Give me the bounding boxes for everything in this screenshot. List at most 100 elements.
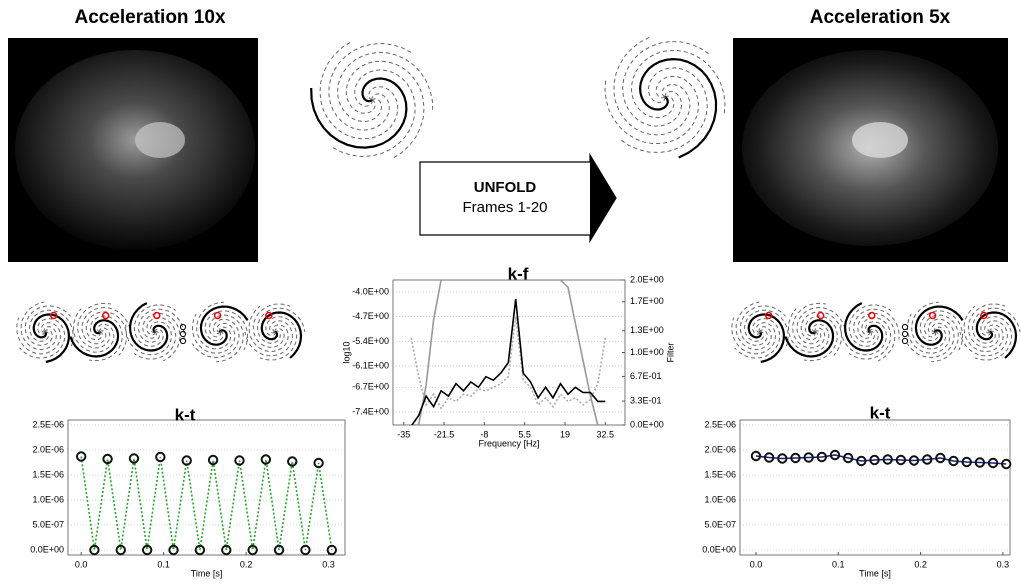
- sample-marker: [868, 311, 876, 320]
- sample-marker: [49, 311, 58, 320]
- data-point: [89, 544, 100, 556]
- y-tick-label: 1.0E-06: [32, 494, 64, 504]
- x-tick-label: 0.0: [750, 559, 763, 569]
- data-point: [287, 456, 298, 467]
- y-tick-label: -5.4E+00: [352, 336, 389, 346]
- y-tick-label: 5.0E-07: [32, 519, 64, 529]
- data-point: [181, 455, 192, 466]
- y-axis-label: log10: [341, 341, 351, 363]
- y-tick-label: 0.0E+00: [30, 544, 64, 554]
- data-point: [750, 450, 762, 462]
- y-tick-label: -4.7E+00: [352, 311, 389, 321]
- unfold-arrow-head: [590, 155, 616, 241]
- data-point: [300, 544, 311, 556]
- x-axis-label: Frequency [Hz]: [478, 438, 539, 448]
- data-point: [221, 544, 232, 556]
- y2-tick-label: 0.0E+00: [630, 419, 664, 429]
- sample-marker: [213, 311, 222, 320]
- data-point: [790, 452, 801, 464]
- ellipsis-dot: [179, 337, 187, 345]
- spiral-arm: [914, 305, 964, 346]
- y2-tick-label: 2.0E+00: [630, 274, 664, 284]
- data-point: [935, 452, 946, 464]
- data-point: [102, 453, 113, 465]
- data-point: [115, 544, 126, 556]
- chart-title: k-f: [508, 264, 529, 283]
- spiral-arm: [330, 69, 416, 158]
- ellipsis-dot: [179, 330, 187, 338]
- spiral-arm: [328, 42, 414, 131]
- spiral-arm: [310, 77, 408, 149]
- plot-frame: [67, 419, 346, 556]
- spiral-arm: [128, 302, 169, 352]
- series-line: [80, 456, 333, 551]
- data-point: [777, 453, 788, 464]
- frames-label: Frames 1-20: [462, 199, 547, 216]
- spiral-arm: [747, 313, 786, 364]
- data-point: [948, 455, 959, 467]
- spiral-arm: [319, 40, 399, 140]
- spiral-arm: [252, 303, 291, 348]
- spiral-arm: [69, 319, 120, 358]
- x-tick-label: 0.2: [240, 559, 253, 569]
- spiral-arm: [32, 313, 71, 364]
- spiral-arm: [974, 316, 1013, 361]
- spiral-arm: [739, 305, 786, 346]
- y-tick-label: -4.0E+00: [352, 286, 389, 296]
- data-point: [326, 544, 338, 556]
- x-axis-label: Time [s]: [859, 568, 891, 578]
- spiral-arm: [848, 317, 892, 360]
- spiral-arm: [630, 49, 726, 119]
- spiral-arm: [967, 303, 1006, 348]
- y-tick-label: -6.1E+00: [352, 360, 389, 370]
- x-axis-label: Time [s]: [191, 568, 223, 578]
- panel-title: Acceleration 5x: [810, 7, 951, 28]
- unfold-label: UNFOLD: [474, 179, 537, 196]
- sample-marker: [928, 311, 937, 320]
- x-tick-label: -21.5: [434, 429, 455, 439]
- x-tick-label: 5.5: [518, 429, 531, 439]
- panel-title: Acceleration 10x: [74, 7, 225, 28]
- y-tick-label: 0.0E+00: [702, 544, 736, 554]
- sample-marker: [153, 311, 161, 320]
- plot-frame: [739, 419, 1011, 556]
- y-tick-label: 1.0E-06: [704, 494, 736, 504]
- spiral-arm: [199, 305, 249, 346]
- data-point: [829, 449, 841, 461]
- y2-tick-label: 1.0E+00: [630, 347, 664, 357]
- y-tick-label: 1.5E-06: [32, 469, 64, 479]
- data-point: [128, 453, 140, 464]
- y-tick-label: -7.4E+00: [352, 406, 389, 416]
- data-point: [75, 451, 87, 462]
- data-point: [869, 454, 880, 466]
- y2-tick-label: 6.7E-01: [630, 371, 662, 381]
- data-point: [234, 455, 245, 466]
- y2-tick-label: 1.7E+00: [630, 296, 664, 306]
- series-line: [410, 299, 606, 425]
- ellipsis-dot: [179, 323, 187, 331]
- data-point: [168, 544, 179, 556]
- x-tick-label: 0.2: [914, 559, 927, 569]
- data-point: [961, 456, 972, 468]
- mri-image: [135, 122, 185, 158]
- data-point: [260, 454, 272, 465]
- x-tick-label: 0.1: [157, 559, 170, 569]
- data-point: [313, 457, 324, 469]
- x-tick-label: 0.3: [997, 559, 1010, 569]
- ellipsis-dot: [901, 323, 909, 331]
- spiral-arm: [843, 302, 884, 352]
- x-tick-label: 19: [560, 429, 570, 439]
- data-point: [1001, 458, 1012, 470]
- spiral-arm: [622, 40, 711, 127]
- chart-title: k-t: [870, 403, 891, 422]
- y-tick-label: -6.7E+00: [352, 382, 389, 392]
- spiral-arm: [24, 305, 71, 346]
- data-point: [155, 451, 166, 463]
- x-tick-label: 32.5: [597, 429, 615, 439]
- spiral-arm: [619, 67, 708, 154]
- x-tick-label: -35: [397, 429, 410, 439]
- x-tick-label: 0.0: [75, 559, 88, 569]
- data-point: [842, 452, 854, 464]
- spiral-arm: [133, 317, 177, 360]
- sample-marker: [816, 311, 825, 320]
